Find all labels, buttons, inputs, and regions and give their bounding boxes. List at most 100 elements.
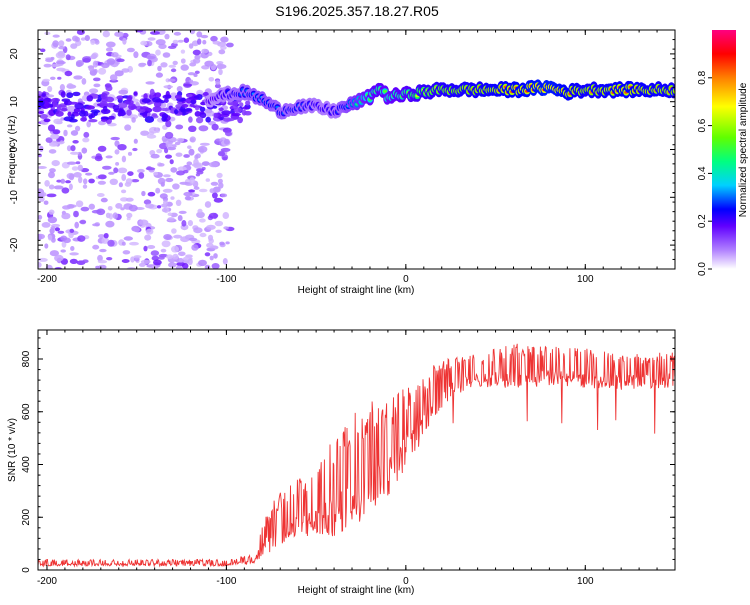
noise-speck	[188, 116, 193, 123]
band-speck	[221, 110, 232, 116]
noise-speck	[66, 161, 77, 165]
noise-speck	[151, 255, 159, 261]
band-speck	[155, 99, 163, 103]
band-speck	[60, 91, 66, 98]
noise-speck	[127, 151, 133, 156]
noise-speck	[43, 200, 49, 205]
noise-speck	[145, 167, 156, 171]
noise-speck	[105, 212, 111, 219]
band-speck	[43, 118, 51, 123]
band-speck	[38, 111, 45, 114]
noise-speck	[70, 246, 75, 251]
noise-speck	[202, 39, 207, 45]
noise-speck	[145, 203, 155, 209]
band-speck	[101, 118, 108, 122]
spectrogram-marks	[38, 30, 675, 269]
noise-speck	[47, 85, 53, 93]
noise-speck	[153, 171, 159, 176]
band-speck	[112, 104, 120, 111]
noise-speck	[218, 68, 223, 76]
noise-speck	[217, 41, 227, 47]
band-speck	[193, 95, 200, 99]
noise-speck	[222, 258, 228, 265]
band-speck	[174, 94, 182, 100]
band-speck	[88, 114, 93, 120]
band-speck	[68, 101, 79, 105]
noise-speck	[52, 40, 59, 48]
noise-speck	[187, 220, 193, 227]
noise-speck	[215, 229, 222, 233]
noise-speck	[71, 166, 79, 171]
band-speck	[154, 92, 162, 98]
noise-speck	[70, 145, 76, 152]
noise-speck	[51, 237, 56, 243]
noise-speck	[70, 130, 79, 136]
noise-speck	[97, 180, 106, 185]
band-speck	[181, 103, 189, 108]
noise-speck	[102, 30, 111, 38]
noise-speck	[168, 262, 177, 268]
band-speck	[80, 117, 87, 122]
noise-speck	[60, 117, 65, 121]
noise-speck	[180, 58, 186, 64]
noise-speck	[210, 181, 219, 186]
noise-speck	[118, 182, 123, 188]
noise-speck	[58, 40, 65, 47]
noise-speck	[47, 234, 53, 241]
noise-speck	[60, 178, 66, 184]
noise-speck	[145, 81, 155, 85]
noise-speck	[49, 228, 55, 234]
noise-speck	[174, 141, 181, 146]
noise-speck	[101, 237, 109, 244]
band-speck	[108, 115, 115, 120]
noise-speck	[93, 68, 98, 74]
noise-speck	[146, 55, 156, 60]
noise-speck	[217, 151, 226, 157]
figure-title: S196.2025.357.18.27.R05	[275, 3, 439, 19]
colorbar: 0.0 0.2 0.4 0.6 0.8 Normalized spectral ampl…	[697, 30, 749, 276]
band-speck	[55, 104, 63, 108]
noise-speck	[38, 262, 42, 268]
noise-speck	[46, 94, 55, 98]
noise-speck	[217, 63, 223, 70]
noise-speck	[222, 212, 230, 219]
noise-speck	[172, 183, 180, 190]
noise-speck	[98, 234, 105, 239]
noise-speck	[56, 179, 62, 183]
noise-speck	[99, 248, 107, 253]
noise-speck	[88, 178, 95, 184]
noise-speck	[101, 62, 110, 69]
noise-speck	[97, 254, 103, 262]
noise-speck	[131, 179, 140, 183]
noise-speck	[54, 227, 61, 232]
noise-speck	[43, 63, 52, 68]
snr-xtick-label: 0	[403, 576, 409, 587]
noise-speck	[75, 125, 81, 132]
noise-speck	[88, 203, 96, 210]
noise-speck	[138, 63, 146, 68]
band-speck	[233, 107, 242, 113]
noise-speck	[122, 115, 132, 119]
noise-speck	[110, 136, 120, 141]
noise-speck	[72, 35, 79, 42]
noise-speck	[97, 145, 107, 152]
noise-speck	[175, 124, 184, 130]
colorbar-tick-label: 0.0	[697, 262, 708, 276]
band-speck	[141, 98, 151, 104]
noise-speck	[64, 70, 73, 77]
noise-speck	[58, 46, 65, 50]
noise-speck	[89, 88, 99, 94]
noise-speck	[167, 217, 175, 222]
band-speck	[51, 97, 60, 103]
band-speck	[55, 110, 64, 117]
noise-speck	[171, 228, 177, 234]
noise-speck	[191, 244, 199, 251]
band-speck	[39, 114, 48, 119]
noise-speck	[50, 226, 56, 230]
noise-speck	[49, 142, 58, 147]
noise-speck	[163, 174, 171, 178]
noise-speck	[180, 236, 190, 243]
noise-speck	[94, 39, 100, 45]
noise-speck	[83, 178, 88, 185]
noise-speck	[109, 74, 118, 81]
